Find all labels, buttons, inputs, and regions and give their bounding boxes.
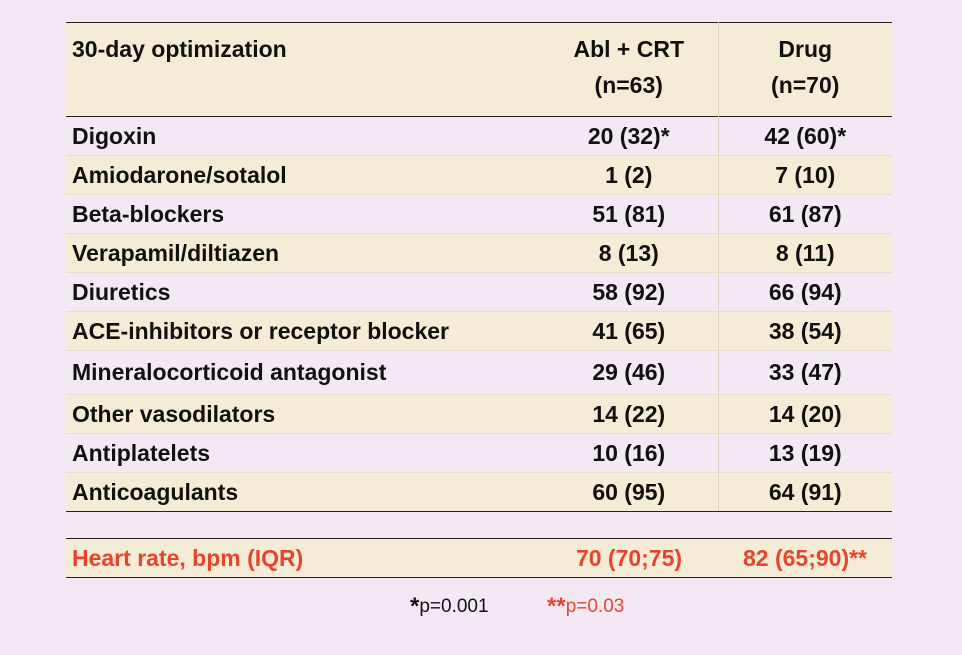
- table-row: Amiodarone/sotalol 1 (2) 7 (10): [66, 155, 892, 195]
- footnote-1-text: p=0.001: [419, 596, 489, 617]
- row-value-drug: 42 (60)*: [717, 116, 892, 156]
- table-row: Anticoagulants 60 (95) 64 (91): [66, 472, 892, 512]
- column-header-abl-crt: Abl + CRT (n=63): [540, 23, 718, 117]
- medication-table-wrapper: 30-day optimization Abl + CRT (n=63) Dru…: [66, 22, 892, 512]
- table-row: Other vasodilators 14 (22) 14 (20): [66, 394, 892, 434]
- row-value-abl-crt: 14 (22): [540, 394, 718, 434]
- row-value-drug: 66 (94): [717, 272, 892, 312]
- row-label: Mineralocorticoid antagonist: [66, 350, 540, 395]
- medication-table: 30-day optimization Abl + CRT (n=63) Dru…: [66, 22, 892, 512]
- table-row: ACE-inhibitors or receptor blocker 41 (6…: [66, 311, 892, 351]
- footnote-2-text: p=0.03: [565, 596, 625, 617]
- row-value-drug: 14 (20): [717, 394, 892, 434]
- heart-rate-table: Heart rate, bpm (IQR) 70 (70;75) 82 (65;…: [66, 538, 892, 578]
- footnote-1: *p=0.001: [410, 593, 489, 624]
- table-row: Beta-blockers 51 (81) 61 (87): [66, 194, 892, 234]
- row-label: Digoxin: [66, 116, 540, 156]
- table-row: Diuretics 58 (92) 66 (94): [66, 272, 892, 312]
- row-value-drug: 13 (19): [717, 433, 892, 473]
- table-row: Mineralocorticoid antagonist 29 (46) 33 …: [66, 350, 892, 395]
- heart-rate-label: Heart rate, bpm (IQR): [72, 544, 304, 571]
- row-value-drug: 38 (54): [717, 311, 892, 351]
- row-value-abl-crt: 29 (46): [540, 350, 718, 395]
- row-label: Other vasodilators: [66, 394, 540, 434]
- table-row: Digoxin 20 (32)* 42 (60)*: [66, 116, 892, 156]
- column-header-abl-crt-n: (n=63): [594, 72, 663, 98]
- row-label: Antiplatelets: [66, 433, 540, 473]
- row-value-abl-crt: 8 (13): [540, 233, 718, 273]
- row-value-drug: 8 (11): [717, 233, 892, 273]
- row-value-abl-crt: 60 (95): [540, 472, 718, 512]
- table-title: 30-day optimization: [72, 36, 287, 62]
- row-value-abl-crt: 20 (32)*: [540, 116, 718, 156]
- row-value-abl-crt: 1 (2): [540, 155, 718, 195]
- row-value-abl-crt: 41 (65): [540, 311, 718, 351]
- row-label: Beta-blockers: [66, 194, 540, 234]
- table-header-row: 30-day optimization Abl + CRT (n=63) Dru…: [66, 22, 892, 117]
- column-header-abl-crt-name: Abl + CRT: [573, 36, 685, 62]
- heart-rate-abl-crt: 70 (70;75): [575, 544, 683, 571]
- row-label: Verapamil/diltiazen: [66, 233, 540, 273]
- row-value-drug: 61 (87): [717, 194, 892, 234]
- heart-rate-drug: 82 (65;90)**: [742, 544, 868, 571]
- row-label: Anticoagulants: [66, 472, 540, 512]
- column-header-drug-name: Drug: [778, 36, 833, 62]
- table-row: Verapamil/diltiazen 8 (13) 8 (11): [66, 233, 892, 273]
- row-value-abl-crt: 58 (92): [540, 272, 718, 312]
- footnote-2: **p=0.03: [547, 593, 625, 624]
- row-value-abl-crt: 51 (81): [540, 194, 718, 234]
- row-value-drug: 7 (10): [717, 155, 892, 195]
- row-label: Amiodarone/sotalol: [66, 155, 540, 195]
- column-header-drug: Drug (n=70): [717, 22, 892, 117]
- row-label: ACE-inhibitors or receptor blocker: [66, 311, 540, 351]
- heart-rate-row: Heart rate, bpm (IQR) 70 (70;75) 82 (65;…: [66, 538, 892, 578]
- column-header-drug-n: (n=70): [771, 72, 840, 98]
- footnote-2-star: **: [547, 593, 566, 620]
- footnote-1-star: *: [410, 593, 420, 620]
- row-value-drug: 64 (91): [717, 472, 892, 512]
- table-row: Antiplatelets 10 (16) 13 (19): [66, 433, 892, 473]
- row-label: Diuretics: [66, 272, 540, 312]
- row-value-drug: 33 (47): [717, 350, 892, 395]
- row-value-abl-crt: 10 (16): [540, 433, 718, 473]
